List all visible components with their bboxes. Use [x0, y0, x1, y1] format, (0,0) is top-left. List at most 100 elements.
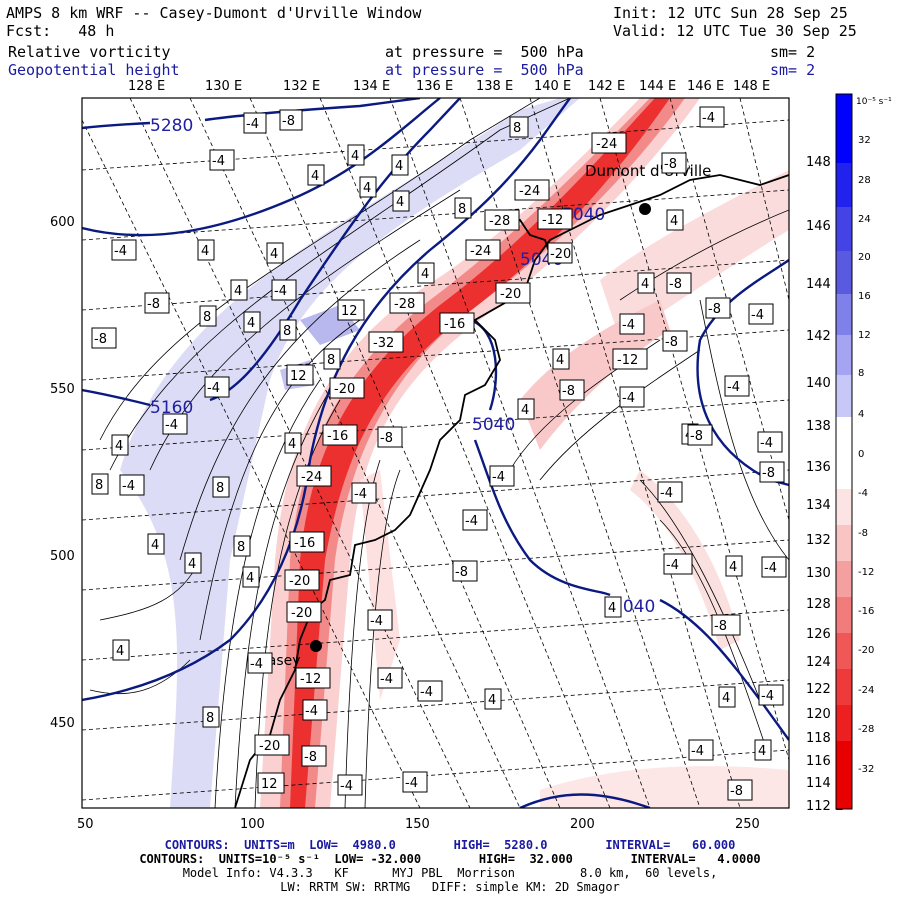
right-label: 120 E: [806, 707, 843, 722]
contour-label: -8: [705, 297, 731, 319]
svg-text:4: 4: [670, 214, 678, 229]
height-label: 5280: [150, 116, 193, 136]
contour-label: 4: [604, 596, 622, 618]
contour-label: -4: [367, 609, 393, 631]
y-axis-ticks: 600 550 500 450: [50, 215, 75, 731]
footer-height-contours: CONTOURS: UNITS=m LOW= 4980.0 HIGH= 5280…: [164, 838, 736, 852]
contour-label: -20: [286, 601, 322, 623]
svg-text:-28: -28: [394, 297, 415, 312]
contour-label: -4: [162, 413, 188, 435]
contour-label: -4: [119, 474, 145, 496]
height-label: 5040: [562, 205, 605, 225]
colorbar-unit: 10⁻⁵ s⁻¹: [856, 97, 892, 107]
right-label: 128 E: [806, 597, 843, 612]
y-tick: 500: [50, 549, 75, 564]
contour-label: 8: [279, 319, 297, 341]
contour-label: -20: [284, 569, 320, 591]
svg-text:8: 8: [216, 481, 224, 496]
svg-text:-4: -4: [666, 558, 679, 573]
colorbar-label: 24: [858, 214, 871, 225]
contour-label: -4: [377, 667, 403, 689]
contour-label: -8: [759, 461, 785, 483]
svg-text:4: 4: [363, 181, 371, 196]
right-label: 116 E: [806, 754, 843, 769]
svg-text:-24: -24: [470, 244, 491, 259]
svg-text:-24: -24: [301, 470, 322, 485]
svg-text:-8: -8: [708, 302, 721, 317]
svg-text:-4: -4: [761, 689, 774, 704]
contour-label: 4: [666, 209, 684, 231]
contour-label: -4: [758, 684, 784, 706]
contour-label: -4: [243, 112, 267, 134]
svg-text:-16: -16: [327, 429, 348, 444]
svg-text:-20: -20: [334, 382, 355, 397]
svg-text:-16: -16: [294, 536, 315, 551]
contour-label: -4: [761, 556, 787, 578]
contour-label: 4: [184, 552, 202, 574]
lon-label: 146 E: [687, 79, 724, 94]
svg-text:-20: -20: [289, 574, 310, 589]
svg-text:4: 4: [521, 403, 529, 418]
lon-label: 136 E: [416, 79, 453, 94]
contour-label: -8: [91, 327, 117, 349]
contour-label: 12: [257, 772, 285, 794]
svg-text:-8: -8: [380, 431, 393, 446]
svg-text:-16: -16: [444, 317, 465, 332]
x-axis-ticks: 50 100 150 200 250: [77, 817, 760, 832]
svg-text:4: 4: [270, 247, 278, 262]
svg-text:-4: -4: [691, 744, 704, 759]
svg-text:8: 8: [206, 711, 214, 726]
contour-label: -4: [204, 376, 230, 398]
svg-text:4: 4: [247, 316, 255, 331]
svg-text:8: 8: [458, 202, 466, 217]
contour-label: -4: [757, 431, 783, 453]
contour-label: 4: [725, 555, 743, 577]
contour-label: -4: [111, 239, 137, 261]
right-label: 118 E: [806, 731, 843, 746]
svg-text:4: 4: [116, 644, 124, 659]
x-tick: 150: [405, 817, 430, 832]
colorbar-label: -12: [858, 567, 874, 578]
contour-label: -24: [465, 239, 501, 261]
svg-text:-12: -12: [542, 213, 563, 228]
svg-text:-24: -24: [519, 184, 540, 199]
colorbar: 10⁻⁵ s⁻¹ 32 28 24 20 16 12 8 4 0 -4 -8 -…: [835, 93, 892, 810]
colorbar-label: -24: [858, 685, 874, 696]
colorbar-label: 12: [858, 330, 871, 341]
contour-label: -8: [279, 109, 303, 131]
svg-text:-12: -12: [617, 353, 638, 368]
svg-text:-4: -4: [274, 284, 287, 299]
contour-label: 4: [359, 176, 377, 198]
contour-label: -4: [337, 774, 363, 796]
svg-text:-4: -4: [114, 244, 127, 259]
right-label: 126 E: [806, 627, 843, 642]
svg-text:4: 4: [421, 267, 429, 282]
svg-text:-4: -4: [207, 381, 220, 396]
forecast-hour: Fcst: 48 h: [6, 22, 115, 40]
colorbar-label: -16: [858, 606, 874, 617]
x-tick: 50: [77, 817, 94, 832]
svg-text:4: 4: [351, 149, 359, 164]
svg-text:-8: -8: [714, 619, 727, 634]
contour-label: 4: [112, 639, 130, 661]
lon-label: 138 E: [476, 79, 513, 94]
svg-text:4: 4: [729, 560, 737, 575]
svg-text:-4: -4: [165, 418, 178, 433]
contour-label: 4: [392, 190, 410, 212]
contour-label: -16: [439, 312, 475, 334]
contour-label: 4: [197, 239, 215, 261]
lon-label: 128 E: [128, 79, 165, 94]
svg-text:-8: -8: [455, 565, 468, 580]
svg-text:4: 4: [488, 693, 496, 708]
svg-text:-4: -4: [212, 154, 225, 169]
contour-label: -32: [368, 331, 404, 353]
contour-label: 8: [509, 116, 529, 138]
footer-model-info: Model Info: V4.3.3 KF MYJ PBL Morrison 8…: [182, 866, 718, 880]
y-tick: 550: [50, 382, 75, 397]
svg-text:-8: -8: [94, 332, 107, 347]
lon-label: 140 E: [534, 79, 571, 94]
contour-label: -4: [462, 509, 488, 531]
right-label: 140 E: [806, 376, 843, 391]
svg-text:8: 8: [283, 324, 291, 339]
init-time: Init: 12 UTC Sun 28 Sep 25: [613, 4, 848, 22]
